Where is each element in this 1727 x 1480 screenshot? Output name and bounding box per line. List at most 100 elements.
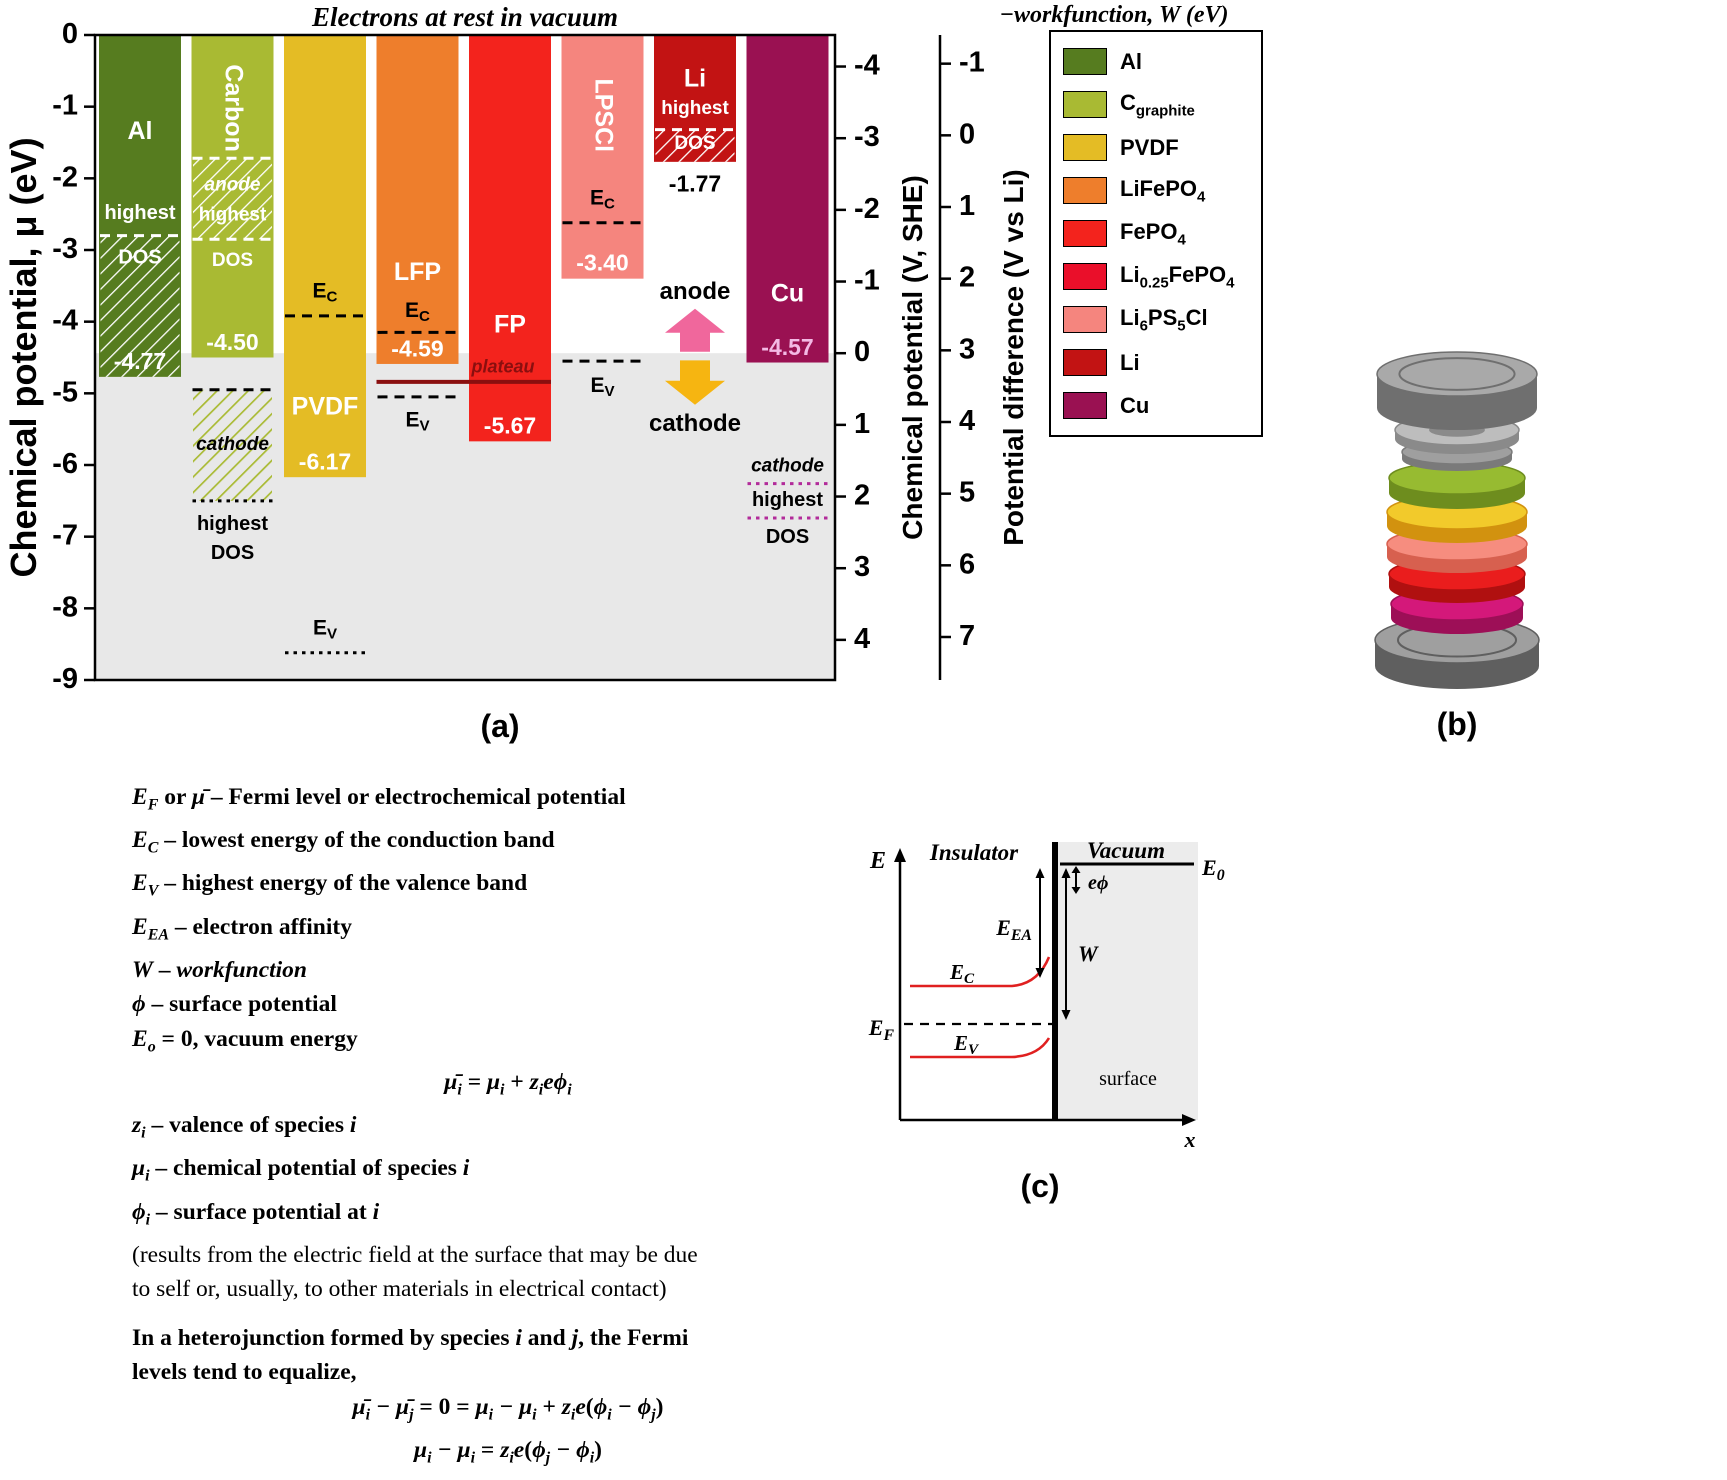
li-tick-label: 1: [959, 190, 975, 222]
bar-cu: cathode highest DOS Cu -4.57: [746, 35, 829, 548]
ec-label: EC: [949, 960, 975, 988]
legend-label: Li: [1120, 349, 1140, 375]
legend-label: Li6PS5Cl: [1120, 304, 1208, 335]
anode-arrow-up: [665, 308, 725, 352]
annotation-label: EV: [590, 374, 614, 400]
li-tick-label: 6: [959, 548, 975, 580]
e0-label: E0: [1201, 855, 1225, 884]
definition-line: Eo = 0, vacuum energy: [132, 1025, 358, 1056]
bar-label-pvdf: PVDF: [292, 392, 359, 420]
she-tick-label: -1: [854, 264, 880, 296]
definition-line: zi – valence of species i: [132, 1112, 357, 1142]
she-tick-label: -4: [854, 49, 880, 81]
y-tick-label: -7: [52, 519, 78, 551]
she-axis: -4 -3 -2 -1 0 1 2 3 4: [835, 49, 880, 655]
legend-item-6: Li6PS5Cl: [1063, 298, 1249, 341]
li-tick-label: 5: [959, 476, 975, 508]
surface-potential-arrow: [1071, 866, 1081, 894]
coin-cell-casing-top: [1376, 351, 1538, 430]
bar-value-fp: -5.67: [484, 413, 536, 439]
annotation-label: cathode: [196, 434, 269, 455]
caption-c: (c): [1020, 1168, 1060, 1204]
dos-hatch: [193, 158, 272, 240]
ephi-label: eϕ: [1088, 872, 1108, 894]
legend-item-2: PVDF: [1063, 126, 1249, 169]
legend-label: FePO4: [1120, 218, 1186, 249]
bar-label-lpscl: LPSCl: [590, 78, 618, 152]
legend-item-7: Li: [1063, 341, 1249, 384]
definition-line: μ̄i = μi + zieϕi: [444, 1068, 572, 1099]
legend-label: Al: [1120, 48, 1142, 74]
definition-line: ϕi – surface potential at i: [132, 1198, 380, 1229]
legend-label: PVDF: [1120, 134, 1179, 160]
bar-value-pvdf: -6.17: [299, 449, 351, 475]
bar-value-carbon: -4.50: [206, 329, 258, 355]
bar-label-cu: Cu: [771, 279, 804, 307]
bar-value-cu: -4.57: [761, 334, 813, 360]
she-tick-label: 3: [854, 551, 870, 583]
dos-hatch: [193, 389, 272, 501]
dos-hatch: [100, 235, 180, 377]
plot-frame: [93, 33, 837, 682]
legend-swatch: [1063, 306, 1107, 333]
definition-line: W – workfunction: [132, 956, 307, 983]
caption-a: (a): [480, 708, 520, 744]
annotation-label: highest: [104, 202, 175, 224]
she-tick-label: -2: [854, 193, 880, 225]
li-tick-label: 3: [959, 333, 975, 365]
she-axis-title: Chemical potential (V, SHE): [897, 175, 928, 540]
legend-label: LiFePO4: [1120, 175, 1206, 206]
bar-label-fp: FP: [494, 310, 526, 338]
annotation-label: highest: [661, 98, 729, 119]
y-tick-label: -3: [52, 233, 78, 265]
bar-pvdf: EC EV PVDF -6.17: [284, 35, 366, 655]
li-axis-title: Potential difference (V vs Li): [998, 169, 1029, 546]
y-tick-label: -8: [52, 591, 78, 623]
vacuum-region: [1058, 842, 1198, 1120]
definition-line: EC – lowest energy of the conduction ban…: [132, 827, 555, 857]
she-tick-label: 2: [854, 479, 870, 511]
materials-legend: Al Cgraphite PVDF LiFePO4 FePO4 Li0.25FePO4 Li…: [1049, 30, 1263, 437]
annotation-label: highest: [197, 513, 268, 535]
vacuum-label: Vacuum: [1087, 838, 1165, 863]
y-axis: 0 -1 -2 -3 -4 -5 -6 -7 -8 -9: [52, 18, 95, 695]
legend-item-4: FePO4: [1063, 212, 1249, 255]
e-axis-label: E: [869, 848, 886, 874]
bar-lfp: EC EV LFP -4.59: [376, 35, 459, 435]
annotation-label: DOS: [674, 133, 715, 154]
annotation-label: DOS: [211, 542, 254, 564]
legend-item-3: LiFePO4: [1063, 169, 1249, 212]
definition-line: (results from the electric field at the …: [132, 1241, 698, 1268]
annotation-label: DOS: [766, 526, 809, 548]
she-tick-label: -3: [854, 121, 880, 153]
plateau-label: plateau: [470, 356, 534, 376]
caption-b: (b): [1436, 706, 1478, 742]
y-tick-label: 0: [62, 18, 78, 50]
she-tick-label: 1: [854, 408, 870, 440]
cathode-label: cathode: [649, 410, 741, 437]
li-tick-label: 7: [959, 620, 975, 652]
bar-value-li: -1.77: [669, 171, 721, 197]
coin-cell-illustration: [1362, 340, 1552, 700]
electron-affinity-arrow: [1035, 868, 1045, 978]
definition-line: EV – highest energy of the valence band: [132, 870, 528, 901]
y-axis-title: Chemical potential, μ (eV): [3, 137, 44, 577]
definition-line: EEA – electron affinity: [132, 913, 352, 944]
bar-lpscl: EC EV LPSCl -3.40: [561, 35, 644, 400]
workfunction-axis-note: −workfunction, W (eV): [999, 2, 1229, 28]
bar-fp: FP -5.67: [469, 35, 551, 442]
legend-label: Li0.25FePO4: [1120, 261, 1235, 292]
legend-item-5: Li0.25FePO4: [1063, 255, 1249, 298]
definition-line: levels tend to equalize,: [132, 1359, 357, 1386]
annotation-label: DOS: [118, 247, 161, 269]
legend-label: Cgraphite: [1120, 89, 1195, 120]
legend-swatch: [1063, 48, 1107, 75]
surface-label: surface: [1099, 1068, 1157, 1090]
bar-al: highest DOS Al -4.77: [99, 35, 181, 377]
y-tick-label: -9: [52, 663, 78, 695]
legend-item-1: Cgraphite: [1063, 83, 1249, 126]
annotation-label: EC: [313, 279, 338, 305]
legend-swatch: [1063, 177, 1107, 204]
bar-label-lfp: LFP: [394, 258, 441, 286]
